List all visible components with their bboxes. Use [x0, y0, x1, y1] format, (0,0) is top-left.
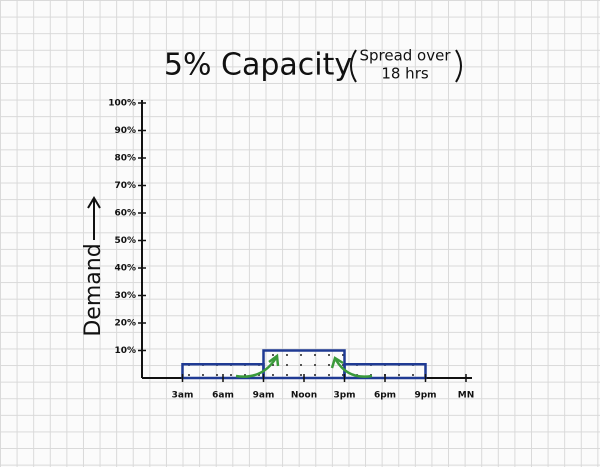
x-tick-label: 3pm [333, 391, 355, 401]
x-tick-label: 9pm [414, 391, 436, 401]
x-tick-label: MN [458, 391, 475, 401]
subtitle: Spread over [359, 47, 451, 65]
paren [455, 49, 462, 83]
y-tick-label: 10% [114, 346, 136, 356]
y-tick-label: 80% [114, 154, 136, 164]
x-tick-label: 9am [253, 391, 275, 401]
green-arrows [235, 353, 373, 378]
x-tick-label: 6am [212, 391, 234, 401]
y-tick-label: 20% [114, 319, 136, 329]
x-tick-label: 6pm [374, 391, 396, 401]
subtitle: 18 hrs [381, 65, 429, 83]
x-tick-label: Noon [291, 391, 317, 401]
x-tick-label: 3am [172, 391, 194, 401]
y-tick-label: 60% [114, 209, 136, 219]
y-arrow [87, 196, 101, 240]
y-tick-label: 50% [114, 236, 136, 246]
y-tick-label: 40% [114, 264, 136, 274]
y-tick-label: 70% [114, 181, 136, 191]
paren [350, 49, 357, 83]
y-tick-label: 30% [114, 291, 136, 301]
chart-title: 5% Capacity [164, 48, 352, 83]
y-axis-label: Demand [81, 243, 106, 336]
y-tick-label: 100% [108, 99, 136, 109]
y-tick-label: 90% [114, 126, 136, 136]
